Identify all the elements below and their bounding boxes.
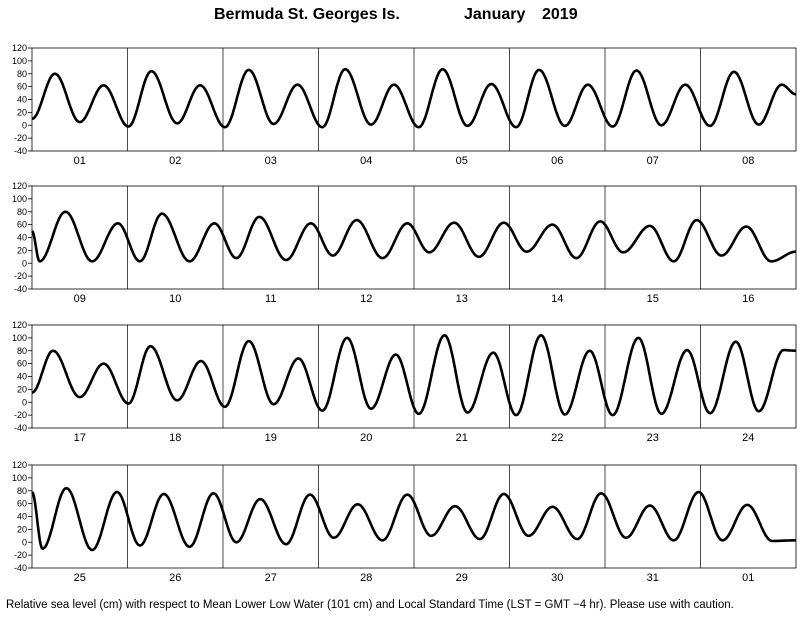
y-tick-label: 120 [12,320,27,330]
day-label: 31 [647,572,659,584]
day-label: 04 [360,155,372,167]
day-label: 20 [360,432,372,444]
y-tick-label: 0 [22,120,27,130]
y-tick-label: -20 [14,550,27,560]
day-label: 09 [74,293,86,305]
y-tick-label: 60 [17,359,27,369]
year-label: 2019 [542,6,578,23]
day-label: 06 [551,155,563,167]
day-label: 29 [456,572,468,584]
y-tick-label: -20 [14,410,27,420]
y-tick-label: 40 [17,95,27,105]
y-tick-label: 60 [17,82,27,92]
day-label: 14 [551,293,563,305]
day-label: 22 [551,432,563,444]
y-tick-label: 40 [17,233,27,243]
month-label: January [464,6,526,23]
y-tick-label: 60 [17,220,27,230]
day-label: 11 [265,293,276,305]
y-tick-label: -40 [14,146,27,156]
y-tick-label: 0 [22,537,27,547]
y-tick-label: -20 [14,271,27,281]
y-tick-label: -40 [14,423,27,433]
y-tick-label: 20 [17,107,27,117]
day-label: 03 [265,155,277,167]
y-tick-label: -20 [14,133,27,143]
day-label: 08 [742,155,754,167]
y-tick-label: 80 [17,486,27,496]
y-tick-label: 0 [22,397,27,407]
day-label: 18 [169,432,181,444]
y-tick-label: -40 [14,284,27,294]
day-label: 02 [169,155,181,167]
y-tick-label: 120 [12,460,27,470]
y-tick-label: 100 [12,333,27,343]
y-tick-label: 80 [17,346,27,356]
y-tick-label: 20 [17,245,27,255]
y-tick-label: 120 [12,181,27,191]
day-label: 13 [456,293,468,305]
day-label: 24 [742,432,754,444]
y-tick-label: 80 [17,69,27,79]
day-label: 23 [647,432,659,444]
y-tick-label: 120 [12,43,27,53]
tide-curve [31,334,797,417]
y-tick-label: 40 [17,512,27,522]
day-label: 28 [360,572,372,584]
day-label: 30 [551,572,563,584]
tide-curve [31,67,797,129]
y-tick-label: 40 [17,372,27,382]
day-label: 19 [265,432,277,444]
y-tick-label: 20 [17,524,27,534]
day-label: 07 [647,155,659,167]
y-tick-label: 80 [17,207,27,217]
day-label: 17 [74,432,86,444]
station-name: Bermuda St. Georges Is. [214,6,400,23]
footnote: Relative sea level (cm) with respect to … [6,599,734,611]
day-label: 26 [169,572,181,584]
day-label: 12 [360,293,372,305]
day-label: 05 [456,155,468,167]
y-tick-label: 100 [12,56,27,66]
day-label: 10 [169,293,181,305]
y-tick-label: 100 [12,194,27,204]
y-tick-label: 60 [17,499,27,509]
y-tick-label: 20 [17,384,27,394]
chart-title: Bermuda St. Georges Is. January 2019 [0,4,800,28]
y-tick-label: -40 [14,563,27,573]
day-label: 15 [647,293,659,305]
day-label: 16 [742,293,754,305]
day-label: 01 [742,572,754,584]
day-label: 21 [456,432,468,444]
y-tick-label: 100 [12,473,27,483]
tide-curve [31,210,797,263]
y-tick-label: 0 [22,258,27,268]
tide-curve [31,486,797,552]
day-label: 25 [74,572,86,584]
day-label: 27 [265,572,277,584]
day-label: 01 [74,155,86,167]
